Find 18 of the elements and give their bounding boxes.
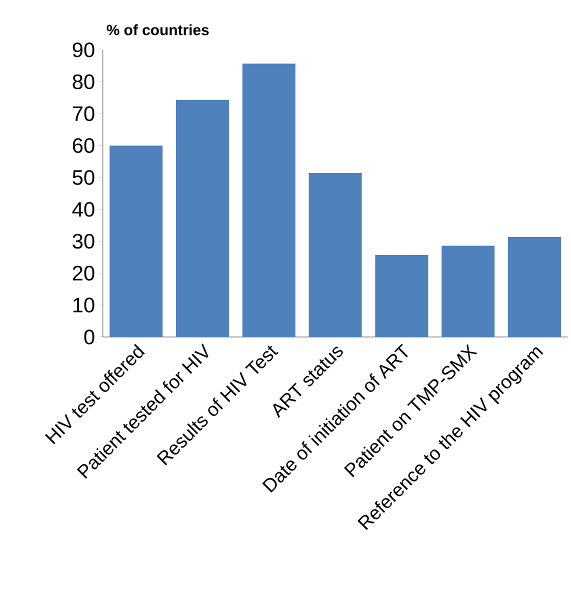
y-tick-label: 30 — [72, 234, 94, 249]
bar — [110, 146, 163, 337]
y-tick-label: 70 — [72, 106, 94, 122]
y-tick-label: 40 — [72, 202, 94, 217]
y-tick-label: 0 — [84, 330, 94, 344]
bar — [308, 173, 362, 337]
bar — [508, 236, 561, 337]
y-tick-label: 20 — [72, 266, 94, 281]
y-tick-label: 60 — [72, 138, 94, 153]
y-tick-label: 80 — [72, 74, 94, 90]
y-tick-label: 50 — [72, 170, 94, 185]
bar — [375, 254, 428, 337]
bar — [176, 100, 229, 337]
y-tick-label: 10 — [73, 298, 94, 312]
bar — [242, 64, 296, 337]
bar — [442, 246, 495, 337]
y-axis-title: % of countries — [106, 24, 209, 36]
y-tick-label: 90 — [72, 42, 94, 58]
